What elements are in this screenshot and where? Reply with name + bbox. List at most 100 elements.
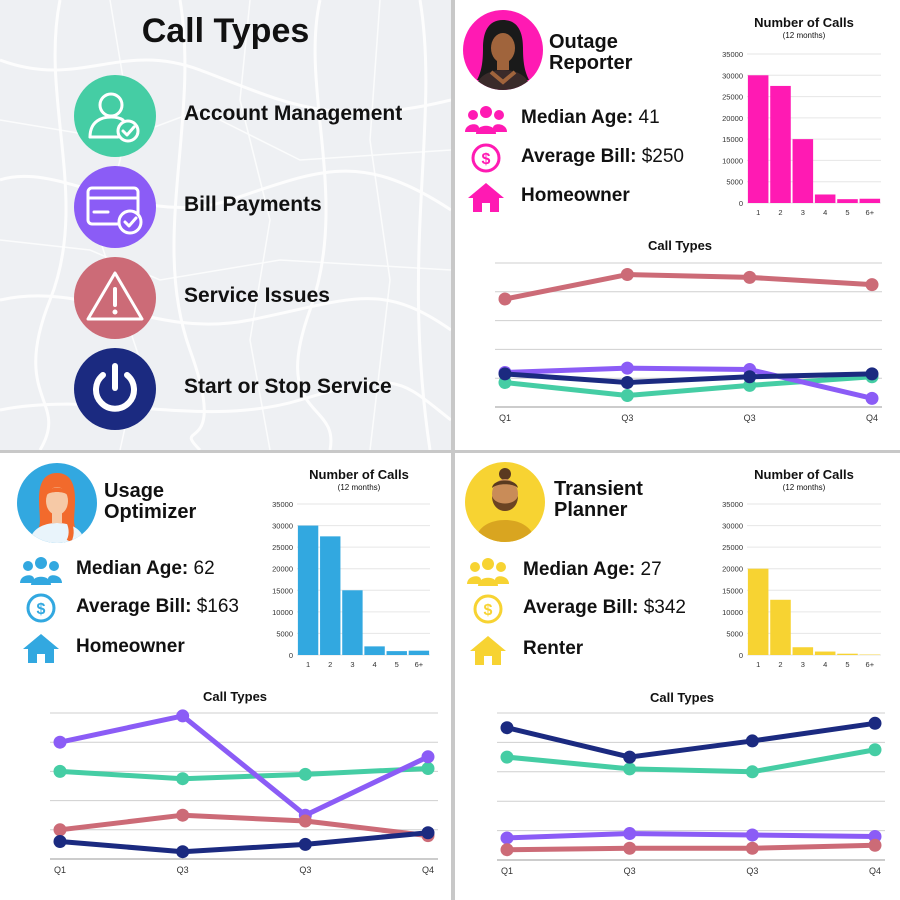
- x-tick-label: 6+: [866, 208, 875, 217]
- series-point-service-issues: [745, 841, 759, 855]
- average-bill-label: Average Bill:: [76, 596, 192, 617]
- legend-label-start-stop-service: Start or Stop Service: [184, 375, 392, 398]
- series-point-start-or-stop-service: [176, 845, 190, 859]
- series-point-start-or-stop-service: [623, 750, 637, 764]
- usage-optimizer-panel: Usage Optimizer Median Age: 62 $ Average…: [0, 453, 451, 900]
- bar-5: [837, 199, 858, 203]
- bar-1: [297, 525, 319, 655]
- x-tick-label: 3: [801, 660, 805, 669]
- bar-6+: [408, 650, 430, 655]
- series-point-start-or-stop-service: [620, 376, 634, 390]
- x-tick-label: 2: [328, 660, 332, 669]
- svg-text:$: $: [37, 601, 46, 618]
- bar-4: [364, 646, 385, 655]
- series-point-service-issues: [500, 843, 514, 857]
- legend-circle-account-management: [74, 75, 156, 157]
- x-tick-label: 1: [756, 660, 760, 669]
- series-point-service-issues: [176, 808, 190, 822]
- series-point-bill-payments: [176, 709, 190, 723]
- legend-label-bill-payments: Bill Payments: [184, 193, 322, 216]
- series-point-start-or-stop-service: [500, 721, 514, 735]
- house-icon: [467, 635, 509, 665]
- house-icon: [20, 633, 62, 663]
- y-tick-label: 25000: [272, 543, 293, 552]
- bar-5: [386, 651, 407, 655]
- line-chart-title: Call Types: [647, 238, 713, 253]
- x-tick-label: Q4: [869, 866, 881, 876]
- series-point-bill-payments: [53, 735, 67, 749]
- series-point-start-or-stop-service: [868, 716, 882, 730]
- x-tick-label: 5: [845, 660, 849, 669]
- outage-reporter-name-line1: Outage: [549, 31, 618, 53]
- x-tick-label: Q4: [866, 413, 878, 423]
- y-tick-label: 5000: [726, 178, 743, 187]
- x-tick-label: Q3: [746, 866, 758, 876]
- usage-optimizer-average-bill: $ Average Bill: $163: [20, 593, 270, 623]
- average-bill-label: Average Bill:: [521, 146, 637, 167]
- x-tick-label: 6+: [415, 660, 424, 669]
- legend-circle-bill-payments: [74, 166, 156, 248]
- transient-planner-panel: Transient Planner Median Age: 27 $ Avera…: [455, 453, 900, 900]
- y-tick-label: 20000: [272, 565, 293, 574]
- y-tick-label: 25000: [722, 543, 743, 552]
- usage-optimizer-name-line1: Usage: [104, 480, 165, 502]
- x-tick-label: Q3: [177, 865, 189, 875]
- series-point-service-issues: [53, 823, 67, 837]
- power-icon: [93, 363, 137, 412]
- series-line-bill-payments: [504, 831, 878, 841]
- x-tick-label: 5: [845, 208, 849, 217]
- y-tick-label: 15000: [722, 586, 743, 595]
- series-point-start-or-stop-service: [498, 367, 512, 381]
- x-tick-label: 3: [350, 660, 354, 669]
- bar-chart-title: Number of Calls: [309, 467, 409, 482]
- y-tick-label: 5000: [726, 629, 743, 638]
- svg-text:$: $: [482, 151, 491, 168]
- outage-reporter-panel: Outage Reporter Median Age: 41 $ Average…: [455, 0, 900, 450]
- average-bill-value: $250: [641, 146, 685, 167]
- median-age-label: Median Age:: [521, 107, 634, 128]
- x-tick-label: 1: [756, 208, 760, 217]
- outage-reporter-average-bill: $ Average Bill: $250: [465, 143, 725, 173]
- usage-call-types-line-chart: Q1 Q3 Q3 Q4: [50, 709, 438, 875]
- series-point-service-issues: [743, 270, 757, 284]
- y-tick-label: 10000: [722, 156, 743, 165]
- series-point-account-management: [421, 761, 435, 775]
- series-point-bill-payments: [500, 831, 514, 845]
- y-tick-label: 30000: [722, 522, 743, 531]
- x-tick-label: Q1: [54, 865, 66, 875]
- transient-planner-housing: Renter: [467, 635, 727, 665]
- y-tick-label: 10000: [722, 608, 743, 617]
- x-tick-label: Q4: [422, 865, 434, 875]
- x-tick-label: Q1: [501, 866, 513, 876]
- call-types-legend-panel: Call Types Account Management Bill Payme…: [0, 0, 451, 450]
- transient-planner-avatar: [465, 462, 545, 542]
- x-tick-label: 6+: [866, 660, 875, 669]
- y-tick-label: 0: [289, 651, 293, 660]
- series-point-account-management: [620, 388, 634, 402]
- series-point-service-issues: [498, 292, 512, 306]
- transient-planner-name-line2: Planner: [554, 499, 628, 521]
- x-tick-label: 1: [306, 660, 310, 669]
- median-age-label: Median Age:: [523, 559, 636, 580]
- woman-long-hair-avatar-icon: [475, 20, 531, 90]
- usage-optimizer-name-line2: Optimizer: [104, 501, 197, 523]
- legend-title: Call Types: [141, 12, 310, 50]
- dollar-coin-icon: $: [467, 594, 509, 624]
- series-point-bill-payments: [865, 391, 879, 405]
- series-point-service-issues: [865, 278, 879, 292]
- housing-value: Homeowner: [521, 185, 630, 206]
- y-tick-label: 35000: [722, 500, 743, 509]
- y-tick-label: 35000: [722, 50, 743, 59]
- average-bill-value: $163: [196, 596, 240, 617]
- x-tick-label: Q1: [499, 413, 511, 423]
- series-line-account-management: [57, 765, 431, 782]
- series-point-account-management: [745, 765, 759, 779]
- y-tick-label: 15000: [272, 586, 293, 595]
- bar-3: [792, 139, 814, 203]
- x-tick-label: 3: [801, 208, 805, 217]
- series-point-start-or-stop-service: [421, 826, 435, 840]
- series-point-start-or-stop-service: [865, 367, 879, 381]
- series-line-service-issues: [57, 812, 431, 839]
- house-icon: [465, 182, 507, 212]
- housing-value: Homeowner: [76, 636, 185, 657]
